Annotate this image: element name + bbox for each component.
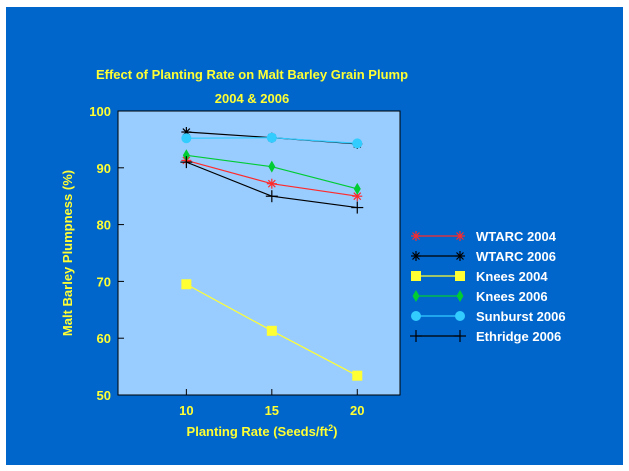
- plot-area: [117, 110, 401, 396]
- x-tick-label: 15: [265, 403, 279, 418]
- series-3: [182, 149, 361, 195]
- data-point: [352, 370, 363, 381]
- data-point: [182, 149, 190, 162]
- y-tick-label: 100: [89, 104, 111, 119]
- legend-marker-start: [411, 311, 421, 321]
- data-point: [181, 279, 192, 290]
- y-tick-label: 50: [97, 388, 111, 403]
- legend-label: WTARC 2006: [476, 249, 556, 264]
- data-point: [268, 160, 276, 173]
- legend-label: WTARC 2004: [476, 229, 557, 244]
- legend-marker-start: [411, 231, 421, 241]
- legend-marker-start: [411, 251, 421, 261]
- data-point: [181, 133, 192, 144]
- y-tick-label: 60: [97, 331, 111, 346]
- chart-title: Effect of Planting Rate on Malt Barley G…: [96, 67, 408, 82]
- legend-item: WTARC 2004: [411, 229, 557, 244]
- data-point: [266, 178, 277, 189]
- data-point: [180, 156, 193, 169]
- y-axis: 50 60 70 80 90 100: [89, 104, 124, 403]
- legend-marker-end: [455, 271, 465, 281]
- series-5: [180, 156, 364, 214]
- data-point: [266, 132, 277, 143]
- legend-label: Knees 2004: [476, 269, 548, 284]
- legend-item: Knees 2004: [411, 269, 548, 284]
- legend-item: WTARC 2006: [411, 249, 556, 264]
- chart-subtitle: 2004 & 2006: [215, 91, 289, 106]
- legend-marker-end: [455, 251, 465, 261]
- y-tick-label: 70: [97, 274, 111, 289]
- legend-marker-end: [454, 330, 466, 342]
- series-2: [181, 279, 363, 381]
- data-point: [352, 138, 363, 149]
- x-axis: 10 15 20: [179, 389, 365, 418]
- y-tick-label: 80: [97, 218, 111, 233]
- legend-marker-end: [455, 311, 465, 321]
- legend-marker-start: [412, 290, 420, 302]
- legend-marker-start: [410, 330, 422, 342]
- x-axis-label-end: ): [333, 424, 337, 439]
- legend-label: Sunburst 2006: [476, 309, 566, 324]
- legend-marker-end: [456, 290, 464, 302]
- legend-label: Knees 2006: [476, 289, 548, 304]
- series-group: [180, 127, 364, 381]
- legend-item: Knees 2006: [412, 289, 548, 304]
- legend-marker-start: [411, 271, 421, 281]
- series-4: [181, 132, 363, 149]
- data-point: [266, 325, 277, 336]
- legend-item: Ethridge 2006: [410, 329, 561, 344]
- x-axis-label: Planting Rate (Seeds/ft2): [187, 423, 338, 439]
- data-point: [353, 182, 361, 195]
- x-axis-label-superscript: 2: [328, 423, 333, 433]
- data-point: [351, 201, 364, 214]
- data-point: [265, 190, 278, 203]
- y-axis-label: Malt Barley Plumpness (%): [60, 170, 75, 336]
- legend-label: Ethridge 2006: [476, 329, 561, 344]
- legend: WTARC 2004 WTARC 2006 Knees 2004 Knees 2006…: [410, 229, 566, 344]
- x-tick-label: 20: [350, 403, 364, 418]
- legend-item: Sunburst 2006: [411, 309, 566, 324]
- x-axis-label-text: Planting Rate (Seeds/ft: [187, 424, 329, 439]
- legend-marker-end: [455, 231, 465, 241]
- y-tick-label: 90: [97, 161, 111, 176]
- x-tick-label: 10: [179, 403, 193, 418]
